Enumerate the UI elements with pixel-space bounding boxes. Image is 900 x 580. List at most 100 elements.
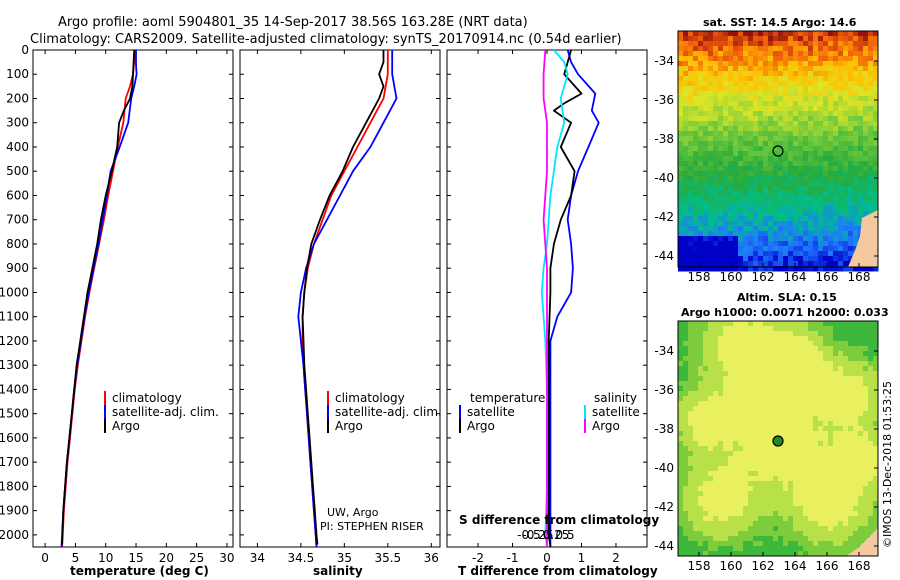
sst-cell (873, 266, 879, 272)
sla-cell (688, 456, 694, 462)
sla-cell (688, 541, 694, 547)
sst-cell (833, 71, 839, 77)
sla-cell (693, 456, 699, 462)
sla-cell (828, 361, 834, 367)
s-tick-label: -0.25 (522, 528, 553, 542)
sla-cell (868, 531, 874, 537)
sst-cell (733, 141, 739, 147)
sst-cell (733, 196, 739, 202)
sst-cell (853, 86, 859, 92)
sla-cell (748, 396, 754, 402)
sla-cell (858, 416, 864, 422)
sst-cell (778, 226, 784, 232)
sst-cell (703, 31, 709, 37)
sst-cell (678, 251, 684, 257)
sst-cell (728, 111, 734, 117)
sst-cell (798, 116, 804, 122)
sst-cell (813, 131, 819, 137)
sst-cell (738, 181, 744, 187)
sla-cell (693, 361, 699, 367)
sla-cell (853, 426, 859, 432)
sla-cell (768, 541, 774, 547)
sla-cell (823, 396, 829, 402)
sst-cell (823, 266, 829, 272)
sst-cell (803, 211, 809, 217)
sla-cell (708, 466, 714, 472)
sla-cell (748, 541, 754, 547)
sla-cell (698, 436, 704, 442)
sst-cell (733, 31, 739, 37)
sla-cell (803, 526, 809, 532)
sst-cell (753, 111, 759, 117)
sst-cell (823, 46, 829, 52)
sst-cell (743, 31, 749, 37)
sst-cell (783, 191, 789, 197)
sst-cell (843, 116, 849, 122)
sla-cell (793, 331, 799, 337)
sla-cell (803, 506, 809, 512)
sst-cell (758, 201, 764, 207)
sst-cell (773, 181, 779, 187)
sst-cell (718, 181, 724, 187)
sla-cell (688, 466, 694, 472)
sst-cell (698, 261, 704, 267)
depth-tick-label: 1000 (0, 285, 29, 299)
sst-cell (808, 81, 814, 87)
sst-cell (678, 191, 684, 197)
sla-cell (733, 516, 739, 522)
sla-cell (783, 321, 789, 327)
sla-cell (733, 436, 739, 442)
sst-cell (688, 141, 694, 147)
sla-cell (843, 476, 849, 482)
sla-cell (753, 426, 759, 432)
sst-cell (818, 141, 824, 147)
sst-cell (743, 261, 749, 267)
sla-cell (808, 546, 814, 552)
sst-cell (733, 76, 739, 82)
sla-cell (868, 511, 874, 517)
sst-cell (788, 221, 794, 227)
sla-cell (828, 486, 834, 492)
sst-cell (808, 76, 814, 82)
sla-cell (843, 546, 849, 552)
sst-cell (868, 41, 874, 47)
sst-cell (873, 31, 879, 37)
sst-cell (738, 166, 744, 172)
sla-cell (853, 546, 859, 552)
depth-tick-label: 600 (6, 188, 29, 202)
sst-cell (743, 36, 749, 42)
sla-cell (823, 366, 829, 372)
sla-cell (698, 531, 704, 537)
sla-cell (808, 366, 814, 372)
sla-cell (688, 461, 694, 467)
sla-cell (728, 376, 734, 382)
sla-cell (798, 346, 804, 352)
sla-cell (863, 526, 869, 532)
sst-cell (713, 161, 719, 167)
sst-cell (858, 266, 864, 272)
sla-cell (738, 446, 744, 452)
sst-cell (678, 201, 684, 207)
sst-cell (828, 161, 834, 167)
sst-cell (738, 61, 744, 67)
sla-cell (848, 526, 854, 532)
sla-cell (793, 456, 799, 462)
sla-cell (783, 411, 789, 417)
map-y-tick-label: -40 (654, 461, 674, 475)
sla-cell (748, 446, 754, 452)
sla-cell (833, 476, 839, 482)
sla-cell (873, 401, 879, 407)
sla-cell (683, 406, 689, 412)
sst-cell (808, 161, 814, 167)
sla-cell (723, 371, 729, 377)
sst-cell (873, 196, 879, 202)
sst-cell (833, 191, 839, 197)
sst-cell (828, 146, 834, 152)
sla-cell (788, 401, 794, 407)
sst-cell (683, 226, 689, 232)
sst-cell (738, 246, 744, 252)
sla-cell (678, 411, 684, 417)
sst-cell (873, 171, 879, 177)
sst-cell (743, 186, 749, 192)
sst-cell (678, 41, 684, 47)
